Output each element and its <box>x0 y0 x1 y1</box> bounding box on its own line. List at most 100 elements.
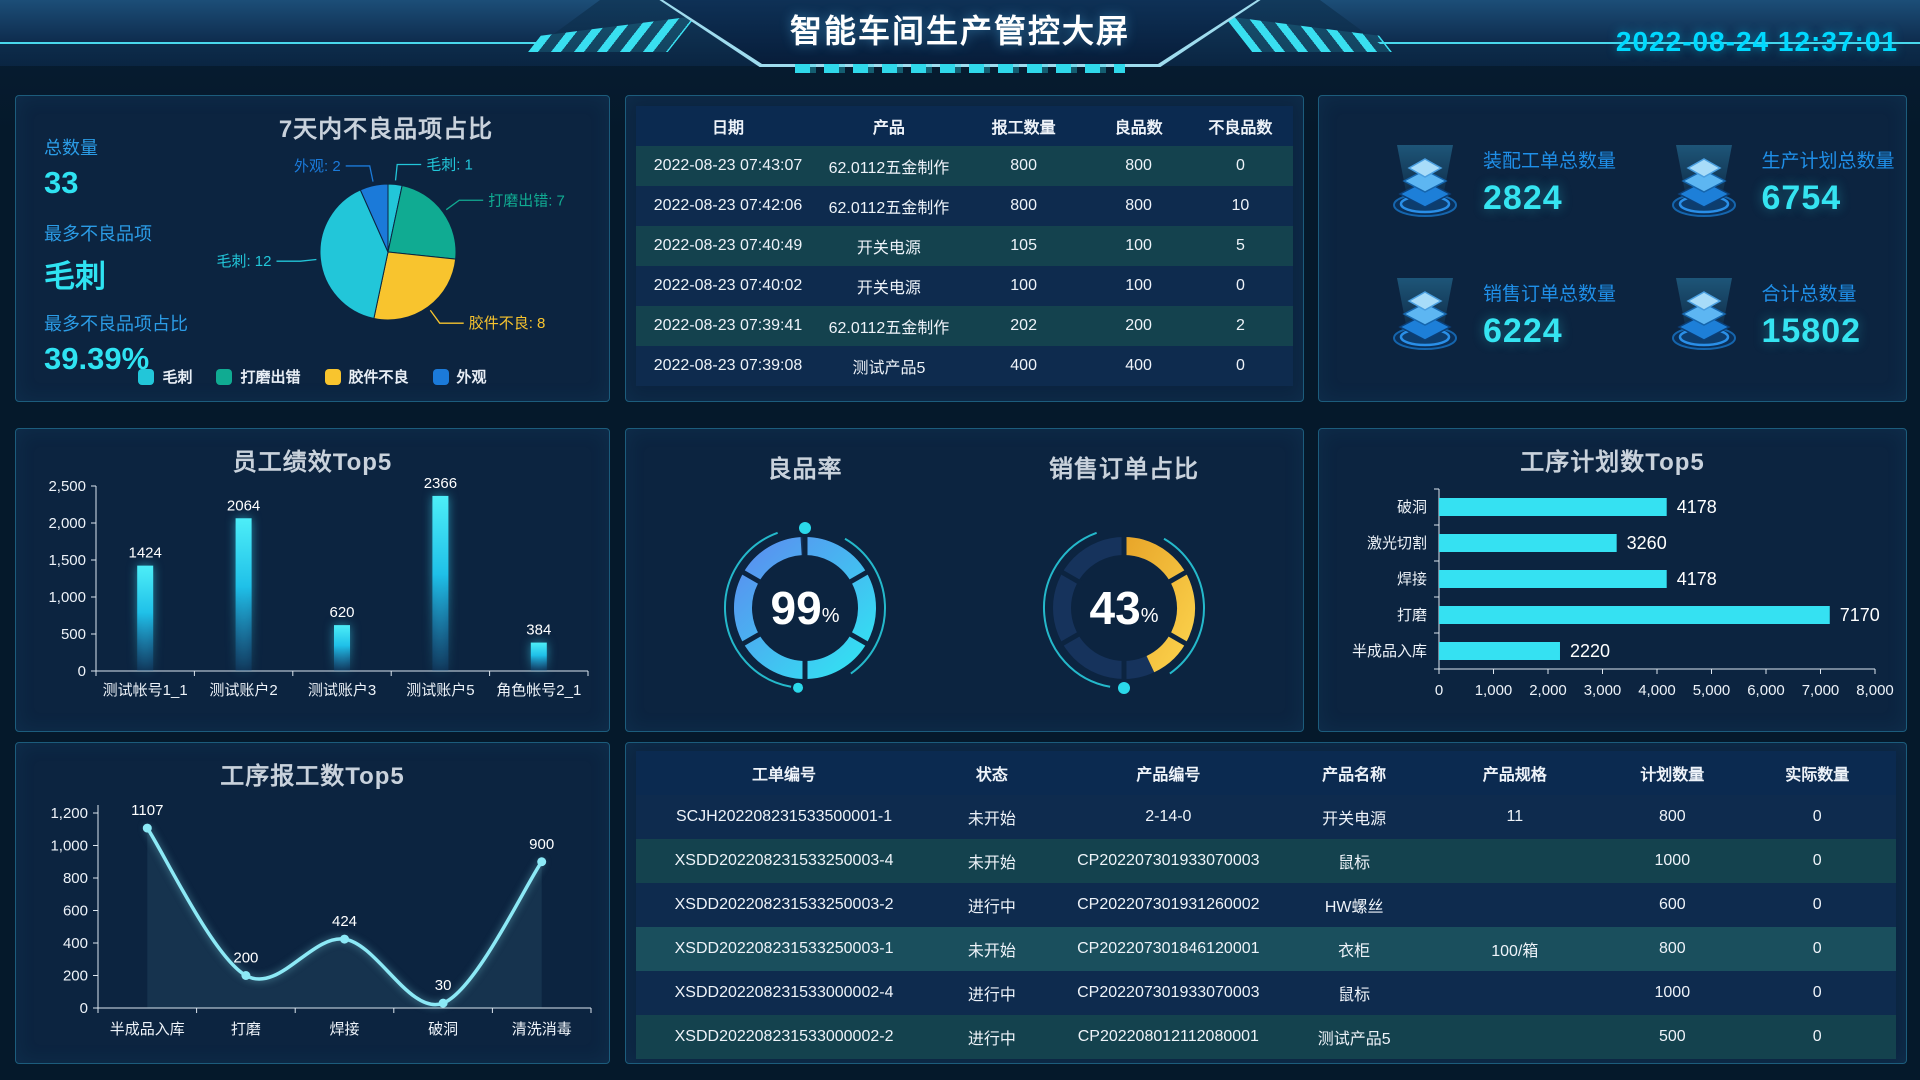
stat-card: 装配工单总数量 2824 <box>1339 116 1618 249</box>
svg-text:620: 620 <box>329 604 354 621</box>
table-cell: 10 <box>1231 197 1250 214</box>
stat-card-value: 2824 <box>1483 179 1563 218</box>
panel-gauges: 良品率 99% 销售订单占比 43% <box>625 428 1304 732</box>
legend-item[interactable]: 外观 <box>432 366 487 387</box>
table-cell: 未开始 <box>967 811 1016 828</box>
table-cell: 2-14-0 <box>1145 808 1192 825</box>
svg-text:4178: 4178 <box>1677 497 1717 517</box>
table-cell: 未开始 <box>967 855 1016 872</box>
stat-text: 销售订单总数量 6224 <box>1483 279 1616 351</box>
table-cell: 100 <box>1010 277 1037 294</box>
stat-card-value: 15802 <box>1761 311 1862 350</box>
column-header: 产品名称 <box>1322 767 1387 784</box>
gauge-title: 销售订单占比 <box>1049 456 1199 483</box>
svg-text:胶件不良: 8: 胶件不良: 8 <box>469 315 546 332</box>
panel-title-perf: 员工绩效Top5 <box>232 449 393 476</box>
svg-text:打磨出错: 7: 打磨出错: 7 <box>488 192 565 209</box>
stat-label: 最多不良品项占比 <box>44 314 188 334</box>
order-table: 工单编号 状态 产品编号 产品名称 产品规格 计划数量 实际数量 SCJH2022082315… <box>636 751 1896 1059</box>
panel-title-defect: 7天内不良品项占比 <box>278 116 494 143</box>
defect-pie-chart: 毛刺: 1 打磨出错: 7 胶件不良: 8 毛刺: 12 外观: 2 <box>156 146 606 361</box>
svg-text:1107: 1107 <box>131 802 163 819</box>
svg-text:毛刺: 1: 毛刺: 1 <box>426 156 473 173</box>
table-cell: 800 <box>1658 940 1686 957</box>
svg-text:1,200: 1,200 <box>50 805 88 822</box>
column-header: 报工数量 <box>991 120 1056 137</box>
stat-card-label: 装配工单总数量 <box>1483 151 1617 173</box>
table-cell: 2022-08-23 07:39:08 <box>653 357 803 374</box>
stat-value: 33 <box>44 165 79 200</box>
table-cell: 测试产品5 <box>852 360 926 377</box>
table-cell: 0 <box>1812 940 1822 957</box>
stat-top-defect-ratio: 最多不良品项占比 39.39% <box>44 310 188 377</box>
stat-top-defect: 最多不良品项 毛刺 <box>44 220 152 296</box>
stat-card-label: 生产计划总数量 <box>1761 151 1895 173</box>
layers-icon <box>1393 277 1457 350</box>
svg-text:破洞: 破洞 <box>1397 499 1427 516</box>
table-cell: XSDD202208231533250003-1 <box>674 940 894 957</box>
svg-text:测试帐号1_1: 测试帐号1_1 <box>103 682 188 699</box>
table-cell: 2 <box>1235 317 1245 334</box>
table-cell: 200 <box>1125 317 1152 334</box>
stat-card-value: 6224 <box>1483 311 1563 350</box>
stat-text: 生产计划总数量 6754 <box>1762 146 1895 218</box>
table-cell: 0 <box>1812 1028 1822 1045</box>
table-row: 2022-08-23 07:39:08 测试产品5 400 400 0 <box>636 346 1293 386</box>
legend-item[interactable]: 毛刺 <box>138 366 192 387</box>
table-row: 2022-08-23 07:43:07 62.0112五金制作 800 800 0 <box>636 146 1293 186</box>
legend-item[interactable]: 打磨出错 <box>216 366 301 387</box>
stat-card: 生产计划总数量 6754 <box>1618 116 1897 249</box>
table-cell: 100 <box>1125 277 1152 294</box>
table-cell: 开关电源 <box>856 280 921 297</box>
table-cell: 进行中 <box>967 987 1016 1004</box>
legend-label: 外观 <box>456 369 487 386</box>
panel-title-plan: 工序计划数Top5 <box>1520 449 1705 476</box>
svg-text:43%: 43% <box>1090 582 1159 634</box>
page-title: 智能车间生产管控大屏 <box>789 13 1130 49</box>
panel-process-plan: 工序计划数Top5 0 1,000 2,000 3,000 4,000 5,000 6,00… <box>1318 428 1907 732</box>
svg-text:0: 0 <box>78 663 86 680</box>
table-cell: 400 <box>1010 357 1037 374</box>
panel-order-table: 工单编号 状态 产品编号 产品名称 产品规格 计划数量 实际数量 SCJH2022082315… <box>625 742 1907 1064</box>
header-bar: 智能车间生产管控大屏 2022-08-24 12:37:01 <box>0 0 1920 73</box>
svg-text:424: 424 <box>332 913 357 930</box>
svg-text:1,500: 1,500 <box>48 552 86 569</box>
pie-legend: 毛刺 打磨出错 胶件不良 外观 <box>16 366 609 387</box>
table-cell: 800 <box>1125 197 1152 214</box>
table-cell: 202 <box>1010 317 1037 334</box>
table-cell: CP202207301931260002 <box>1077 896 1260 913</box>
stat-label: 总数量 <box>44 138 98 158</box>
svg-text:7170: 7170 <box>1840 605 1880 625</box>
svg-text:4178: 4178 <box>1677 569 1717 589</box>
svg-text:角色帐号2_1: 角色帐号2_1 <box>496 682 581 699</box>
legend-item[interactable]: 胶件不良 <box>324 366 409 387</box>
svg-text:毛刺: 12: 毛刺: 12 <box>216 253 271 270</box>
table-cell: 62.0112五金制作 <box>828 320 950 337</box>
stat-card-label: 销售订单总数量 <box>1483 283 1617 305</box>
table-cell: 0 <box>1812 896 1822 913</box>
svg-text:1,000: 1,000 <box>48 589 86 606</box>
table-cell: CP202208012112080001 <box>1077 1028 1259 1045</box>
table-cell: 800 <box>1010 197 1037 214</box>
process-report-line-chart: 0 200 400 600 800 1,000 1,200 1107 半成品入库 200 打磨 424… <box>16 783 609 1059</box>
svg-text:打磨: 打磨 <box>231 1021 261 1038</box>
panel-title-work: 工序报工数Top5 <box>220 763 405 790</box>
table-cell: HW螺丝 <box>1324 899 1384 916</box>
table-cell: 800 <box>1658 808 1686 825</box>
stat-total-count: 总数量 33 <box>44 134 98 201</box>
table-header-row: 日期 产品 报工数量 良品数 不良品数 <box>636 106 1293 146</box>
svg-text:2220: 2220 <box>1570 641 1610 661</box>
panel-employee-perf: 员工绩效Top5 0 500 1,000 1,500 2,000 2,500 1424 测试帐… <box>15 428 610 732</box>
panel-order-stats: 装配工单总数量 2824 生产计划总数量 6754 销售订单总数量 6224 合计总数量 15… <box>1318 95 1907 402</box>
table-cell: 2022-08-23 07:43:07 <box>653 157 803 174</box>
table-cell: 500 <box>1658 1028 1686 1045</box>
table-cell: 800 <box>1010 157 1037 174</box>
column-header: 不良品数 <box>1208 120 1273 137</box>
svg-text:7,000: 7,000 <box>1802 682 1840 699</box>
employee-perf-bar-chart: 0 500 1,000 1,500 2,000 2,500 1424 测试帐号1_1 2064 测… <box>16 471 609 727</box>
svg-text:清洗消毒: 清洗消毒 <box>512 1021 572 1038</box>
svg-text:900: 900 <box>529 836 554 853</box>
table-cell: SCJH202208231533500001-1 <box>675 808 893 825</box>
table-row: 2022-08-23 07:42:06 62.0112五金制作 800 800 10 <box>636 186 1293 226</box>
process-plan-hbar-chart: 0 1,000 2,000 3,000 4,000 5,000 6,000 7,000 8,00… <box>1319 474 1906 726</box>
